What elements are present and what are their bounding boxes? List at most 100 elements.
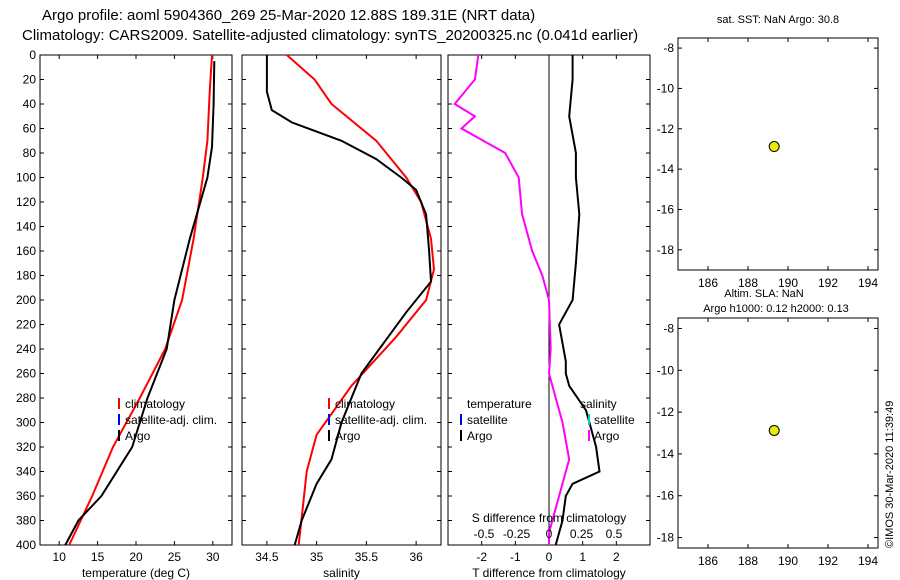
- x-tick-label: 188: [738, 554, 758, 568]
- y-tick-label: 400: [16, 538, 36, 552]
- top-axis-label: S difference from climatology: [472, 511, 627, 525]
- x-tick-label: 186: [698, 554, 718, 568]
- y-tick-label: -14: [657, 447, 675, 461]
- y-tick-label: 340: [16, 465, 36, 479]
- map-frame: [677, 37, 879, 271]
- y-tick-label: 40: [23, 97, 37, 111]
- legend-label: satellite: [594, 413, 635, 427]
- y-tick-label: -10: [657, 363, 675, 377]
- x-tick-label: 190: [778, 554, 798, 568]
- sst-map-panel: -8 -10 -12 -14 -16 -18 186 188 190 192 194 sat. SST…: [657, 14, 879, 290]
- y-tick-label: 360: [16, 489, 36, 503]
- x-tick-label: 35: [310, 550, 324, 564]
- legend-label: salinity: [580, 397, 617, 411]
- x-tick-label: -1: [510, 550, 521, 564]
- y-tick-label: -10: [657, 81, 675, 95]
- y-tick-label: 320: [16, 440, 36, 454]
- legend-label: temperature: [467, 397, 532, 411]
- y-tick-label: 220: [16, 318, 36, 332]
- series-line-0: [68, 54, 213, 546]
- x-tick-label: 30: [206, 550, 220, 564]
- credit-text: ©IMOS 30-Mar-2020 11:39:49: [884, 401, 896, 548]
- axes-frame: [39, 54, 233, 546]
- y-tick-label: -18: [657, 243, 675, 257]
- legend-label: climatology: [335, 397, 395, 411]
- y-tick-label: -8: [663, 321, 674, 335]
- series-line-1: [64, 61, 216, 546]
- y-tick-label: 120: [16, 195, 36, 209]
- x-tick-label: 194: [858, 554, 878, 568]
- y-tick-label: 260: [16, 367, 36, 381]
- top-x-tick-label: -0.25: [503, 527, 531, 541]
- legend-label: Argo: [594, 429, 620, 443]
- y-tick-label: 380: [16, 514, 36, 528]
- y-tick-label: 160: [16, 244, 36, 258]
- figure-title-line1: Argo profile: aoml 5904360_269 25-Mar-20…: [42, 7, 535, 24]
- x-tick-label: 34.5: [255, 550, 279, 564]
- y-tick-label: 200: [16, 293, 36, 307]
- legend-label: Argo: [125, 429, 151, 443]
- legend-label: satellite-adj. clim.: [125, 413, 217, 427]
- x-tick-label: 192: [818, 276, 838, 290]
- x-tick-label: 190: [778, 276, 798, 290]
- legend-label: satellite: [467, 413, 508, 427]
- difference-panel: -2 -1 0 1 2 T difference from climatology temp…: [447, 54, 651, 580]
- legend-label: Argo: [467, 429, 493, 443]
- legend-label: Argo: [335, 429, 361, 443]
- x-axis-label: T difference from climatology: [472, 566, 626, 580]
- x-tick-label: 186: [698, 276, 718, 290]
- top-x-tick-label: 0.25: [570, 527, 594, 541]
- x-tick-label: 192: [818, 554, 838, 568]
- map-frame: [677, 317, 879, 549]
- y-tick-label: -18: [657, 531, 675, 545]
- x-tick-label: 188: [738, 276, 758, 290]
- x-tick-label: 20: [129, 550, 143, 564]
- temperature-panel: 0 20 40 60 80 100 120 140 160 180 200 220 240 260 280 3…: [16, 48, 233, 580]
- legend-label: climatology: [125, 397, 185, 411]
- x-axis-label: salinity: [323, 566, 360, 580]
- argo-location-marker: [768, 424, 780, 436]
- x-tick-label: 1: [579, 550, 586, 564]
- x-tick-label: 2: [613, 550, 620, 564]
- series-line-1: [265, 55, 433, 546]
- y-tick-label: 100: [16, 171, 36, 185]
- series-line-1: [453, 54, 571, 545]
- legend-label: satellite-adj. clim.: [335, 413, 427, 427]
- x-tick-label: 10: [53, 550, 67, 564]
- x-tick-label: 194: [858, 276, 878, 290]
- y-tick-label: -12: [657, 405, 675, 419]
- x-tick-label: 25: [168, 550, 182, 564]
- figure-title-line2: Climatology: CARS2009. Satellite-adjuste…: [22, 27, 638, 44]
- y-tick-label: 20: [23, 73, 37, 87]
- y-tick-label: 280: [16, 391, 36, 405]
- x-tick-label: 0: [546, 550, 553, 564]
- y-tick-label: 180: [16, 269, 36, 283]
- map-title: sat. SST: NaN Argo: 30.8: [717, 14, 839, 26]
- salinity-panel: 34.5 35 35.5 36 salinity climatology satellite…: [241, 54, 442, 580]
- y-tick-label: -16: [657, 202, 675, 216]
- y-tick-label: -8: [663, 41, 674, 55]
- series-line-0: [554, 55, 601, 546]
- y-tick-label: 300: [16, 416, 36, 430]
- y-tick-label: 80: [23, 146, 37, 160]
- y-tick-label: 0: [29, 48, 36, 62]
- x-tick-label: 15: [91, 550, 105, 564]
- y-tick-label: -14: [657, 162, 675, 176]
- top-x-tick-label: -0.5: [474, 527, 495, 541]
- x-axis-label: temperature (deg C): [82, 566, 190, 580]
- y-tick-label: 240: [16, 342, 36, 356]
- y-tick-label: 60: [23, 122, 37, 136]
- top-x-tick-label: 0.5: [606, 527, 623, 541]
- y-tick-label: -12: [657, 122, 675, 136]
- sla-map-panel: -8 -10 -12 -14 -16 -18 186 188 190 192 194 Altim. S…: [657, 288, 879, 568]
- series-line-0: [286, 54, 436, 546]
- argo-location-marker: [768, 141, 780, 153]
- x-tick-label: -2: [476, 550, 487, 564]
- y-tick-label: 140: [16, 220, 36, 234]
- map-subtitle: Argo h1000: 0.12 h2000: 0.13: [703, 303, 849, 315]
- top-x-tick-label: 0: [546, 527, 553, 541]
- axes-frame: [241, 54, 442, 546]
- map-title: Altim. SLA: NaN: [724, 288, 804, 300]
- x-tick-label: 35.5: [355, 550, 379, 564]
